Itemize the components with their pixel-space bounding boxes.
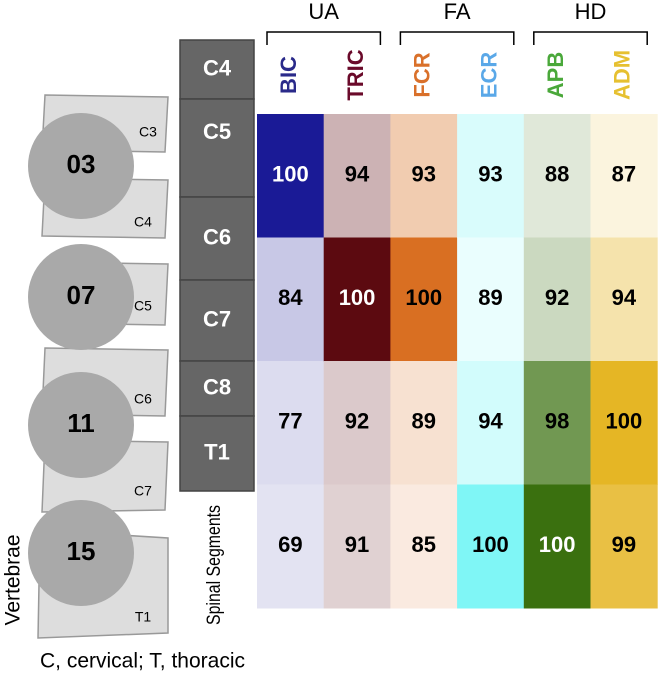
cell-label: 99	[612, 532, 636, 557]
column-label: ADM	[610, 50, 635, 100]
segment-label: C5	[203, 119, 231, 144]
segment-box	[179, 279, 255, 362]
segments-caption: Spinal Segments	[204, 505, 225, 625]
group-label: FA	[444, 0, 471, 24]
cell-label: 93	[412, 162, 436, 187]
group-bracket	[266, 31, 382, 45]
cell-label: 100	[339, 285, 376, 310]
column-label: ECR	[476, 52, 501, 99]
vertebra-label: C5	[134, 298, 152, 314]
column-label: FCR	[410, 52, 435, 97]
heatmap-cell	[523, 114, 591, 238]
heatmap-cell	[390, 484, 458, 609]
cell-label: 77	[278, 409, 302, 434]
heatmap-cell	[457, 237, 525, 362]
segment-box	[179, 415, 255, 492]
heatmap-cell	[590, 237, 658, 362]
vertebra-number: 11	[67, 408, 95, 438]
cell-label: 93	[478, 162, 502, 187]
heatmap-cell	[457, 114, 525, 238]
vertebra-number: 15	[67, 536, 96, 566]
column-label: TRIC	[343, 49, 368, 100]
heatmap-cell	[523, 237, 591, 362]
segment-label: C8	[203, 374, 231, 399]
heatmap-cell	[590, 484, 658, 609]
vertebra-label: T1	[135, 609, 152, 625]
cell-label: 94	[612, 285, 637, 310]
heatmap-cell	[523, 361, 591, 485]
cell-label: 88	[545, 162, 569, 187]
segment-box	[179, 98, 255, 198]
cell-label: 92	[345, 409, 369, 434]
heatmap-cell	[590, 361, 658, 485]
heatmap-cell	[257, 114, 325, 238]
heatmap-cell	[323, 361, 391, 485]
heatmap-cell	[390, 237, 458, 362]
footnote: C, cervical; T, thoracic	[40, 650, 245, 673]
vertebra-label: C4	[134, 214, 152, 230]
heatmap-cell	[457, 361, 525, 485]
segment-box	[179, 39, 255, 100]
segment-label: C6	[203, 224, 231, 249]
cell-label: 94	[345, 162, 370, 187]
cell-label: 89	[412, 409, 436, 434]
cell-label: 85	[412, 532, 436, 557]
group-bracket	[533, 31, 648, 45]
heatmap-cell	[390, 114, 458, 238]
cell-label: 84	[278, 285, 303, 310]
cell-label: 100	[472, 532, 509, 557]
cell-label: 92	[545, 285, 569, 310]
heatmap-cell	[257, 484, 325, 609]
heatmap-cell	[590, 114, 658, 238]
segment-label: T1	[204, 439, 230, 464]
heatmap-cell	[323, 484, 391, 609]
cell-label: 94	[478, 409, 503, 434]
heatmap-cell	[257, 361, 325, 485]
heatmap-cell	[523, 484, 591, 609]
vertebra-label: C6	[134, 391, 152, 407]
vertebrae-caption: Vertebrae	[2, 534, 25, 625]
vertebra-circles	[28, 113, 134, 606]
cell-label: 100	[539, 532, 576, 557]
heatmap-cell	[457, 484, 525, 609]
cell-label: 69	[278, 532, 302, 557]
group-label: UA	[308, 0, 339, 24]
group-label: HD	[575, 0, 607, 24]
vertebra-label: C7	[134, 483, 152, 499]
cell-label: 100	[405, 285, 442, 310]
heatmap-cell	[390, 361, 458, 485]
heatmap-cell	[323, 237, 391, 362]
heatmap-cell	[257, 237, 325, 362]
cell-label: 100	[605, 409, 642, 434]
cell-label: 100	[272, 162, 309, 187]
vertebra-number: 07	[67, 280, 96, 310]
column-label: BIC	[276, 56, 301, 94]
column-label: APB	[543, 52, 568, 98]
vertebra-number: 03	[67, 149, 96, 179]
group-bracket	[399, 31, 515, 45]
heatmap-cell	[323, 114, 391, 238]
segment-label: C4	[203, 55, 232, 80]
segment-label: C7	[203, 306, 231, 331]
vertebra-label: C3	[139, 124, 157, 140]
cell-label: 89	[478, 285, 502, 310]
cell-label: 87	[612, 162, 636, 187]
cell-label: 91	[345, 532, 369, 557]
cell-label: 98	[545, 409, 569, 434]
segments-caption-text: Spinal Segments	[204, 505, 225, 625]
